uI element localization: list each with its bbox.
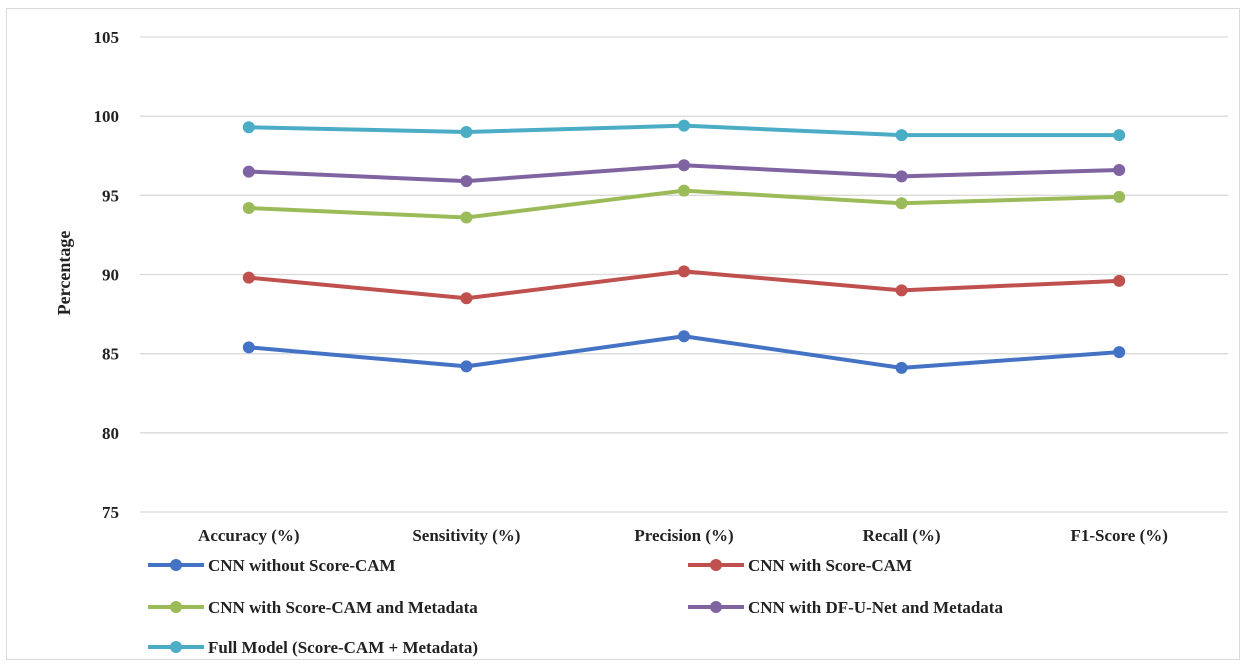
data-point xyxy=(678,159,690,172)
series-lines xyxy=(242,119,1126,374)
x-tick-label: Precision (%) xyxy=(634,526,733,545)
legend-item: CNN without Score-CAM xyxy=(148,556,396,575)
x-tick-label: F1-Score (%) xyxy=(1070,526,1167,545)
y-tick-label: 95 xyxy=(102,186,119,205)
legend-item: Full Model (Score-CAM + Metadata) xyxy=(148,638,478,657)
legend-marker xyxy=(170,601,182,613)
data-point xyxy=(460,211,473,224)
y-tick-label: 85 xyxy=(102,345,119,364)
y-axis-ticks: 75 80 85 90 95 100 105 xyxy=(94,28,120,522)
x-tick-label: Accuracy (%) xyxy=(198,526,300,545)
data-point xyxy=(1113,164,1126,176)
legend-marker xyxy=(710,601,722,613)
data-point xyxy=(242,341,255,354)
data-point xyxy=(895,197,908,210)
data-point xyxy=(895,361,908,374)
data-point xyxy=(1113,346,1126,359)
data-point xyxy=(460,126,473,138)
series xyxy=(242,119,1126,142)
series xyxy=(242,330,1126,374)
legend-item: CNN with Score-CAM xyxy=(688,556,912,575)
series xyxy=(242,184,1126,224)
legend-label: CNN with Score-CAM xyxy=(748,556,912,575)
data-point xyxy=(1113,190,1126,203)
legend-item: CNN with Score-CAM and Metadata xyxy=(148,598,478,617)
data-point xyxy=(242,202,255,214)
legend-label: CNN without Score-CAM xyxy=(208,556,396,575)
y-tick-label: 90 xyxy=(102,266,119,285)
data-point xyxy=(678,330,690,343)
y-tick-label: 80 xyxy=(102,424,119,443)
x-tick-label: Sensitivity (%) xyxy=(412,526,520,545)
data-point xyxy=(678,119,690,132)
data-point xyxy=(895,284,908,297)
series xyxy=(242,159,1126,188)
data-point xyxy=(242,165,255,178)
y-axis-label: Percentage xyxy=(54,231,74,316)
y-tick-label: 75 xyxy=(102,503,119,522)
data-point xyxy=(678,265,690,278)
data-point xyxy=(460,175,473,188)
legend-label: CNN with DF-U-Net and Metadata xyxy=(748,598,1003,617)
legend-item: CNN with DF-U-Net and Metadata xyxy=(688,598,1003,617)
series xyxy=(242,265,1126,305)
data-point xyxy=(678,184,690,197)
data-point xyxy=(895,129,908,142)
data-point xyxy=(242,121,255,134)
data-point xyxy=(895,170,908,183)
y-tick-label: 105 xyxy=(94,28,120,47)
legend-marker xyxy=(710,559,722,571)
data-point xyxy=(1113,129,1126,142)
y-tick-label: 100 xyxy=(94,107,120,126)
x-axis-ticks: Accuracy (%) Sensitivity (%) Precision (%)… xyxy=(198,526,1168,545)
legend-marker xyxy=(170,559,182,571)
data-point xyxy=(1113,274,1126,287)
legend-marker xyxy=(170,641,182,653)
legend-label: CNN with Score-CAM and Metadata xyxy=(208,598,478,617)
x-tick-label: Recall (%) xyxy=(863,526,941,545)
data-point xyxy=(460,292,473,305)
data-point xyxy=(242,271,255,284)
data-point xyxy=(460,360,473,373)
legend: CNN without Score-CAM CNN with Score-CAM C… xyxy=(148,556,1003,657)
legend-label: Full Model (Score-CAM + Metadata) xyxy=(208,638,478,657)
